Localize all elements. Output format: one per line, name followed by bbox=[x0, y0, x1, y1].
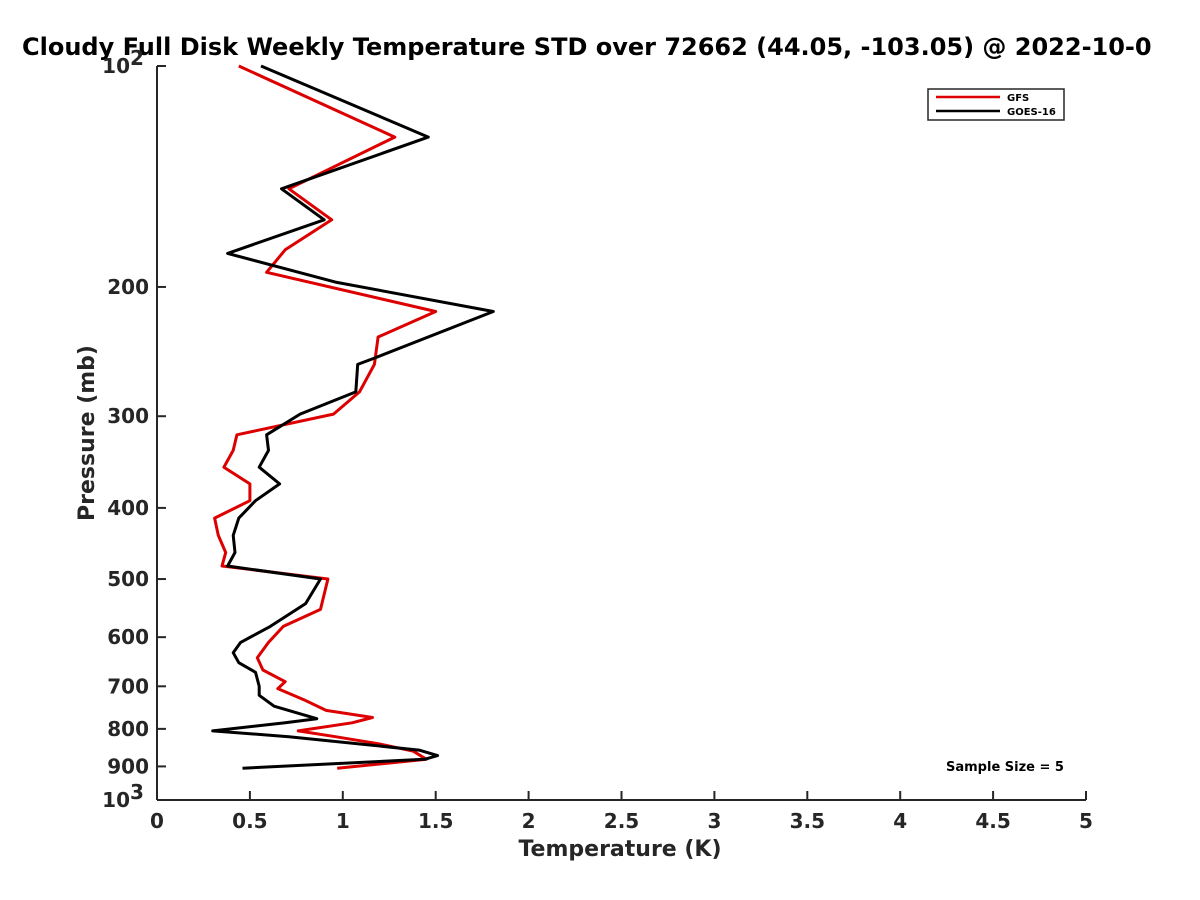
x-tick-label: 3.5 bbox=[790, 809, 825, 833]
x-tick-label: 1 bbox=[336, 809, 350, 833]
x-tick-label: 0.5 bbox=[232, 809, 267, 833]
series-line-goes16 bbox=[211, 64, 495, 770]
x-axis-label: Temperature (K) bbox=[518, 837, 721, 862]
y-tick-label: 10 bbox=[102, 788, 130, 812]
x-tick-label: 2.5 bbox=[604, 809, 639, 833]
y-tick-exponent: 2 bbox=[130, 46, 144, 70]
y-tick-label: 900 bbox=[107, 754, 149, 778]
plot-area: 0 0.5 1 1.5 2 2.5 3 3.5 4 4.5 5 10 2200300400500600… bbox=[102, 46, 1093, 833]
legend-label-gfs: GFS bbox=[1007, 93, 1029, 104]
y-tick-label: 600 bbox=[107, 625, 149, 649]
x-tick-label: 1.5 bbox=[418, 809, 453, 833]
y-tick-exponent: 3 bbox=[130, 780, 144, 804]
y-tick-label: 10 bbox=[102, 54, 130, 78]
legend-box bbox=[927, 88, 1065, 121]
y-tick-label: 200 bbox=[107, 275, 149, 299]
sample-size-annotation: Sample Size = 5 bbox=[946, 760, 1064, 775]
y-tick-label: 500 bbox=[107, 567, 149, 591]
legend-label-goes16: GOES-16 bbox=[1007, 107, 1056, 118]
series-lines bbox=[211, 64, 495, 770]
series-line-gfs bbox=[213, 64, 438, 770]
x-tick-label: 0 bbox=[150, 809, 164, 833]
x-tick-label: 4 bbox=[893, 809, 907, 833]
x-tick-label: 5 bbox=[1079, 809, 1093, 833]
y-axis-label: Pressure (mb) bbox=[75, 345, 100, 521]
y-tick-label: 400 bbox=[107, 496, 149, 520]
x-tick-label: 4.5 bbox=[975, 809, 1010, 833]
x-tick-label: 2 bbox=[522, 809, 536, 833]
chart-title: Cloudy Full Disk Weekly Temperature STD … bbox=[22, 33, 1152, 61]
y-tick-label: 800 bbox=[107, 717, 149, 741]
x-tick-label: 3 bbox=[707, 809, 721, 833]
x-ticks: 0 0.5 1 1.5 2 2.5 3 3.5 4 4.5 5 bbox=[150, 791, 1093, 833]
y-tick-label: 300 bbox=[107, 404, 149, 428]
y-tick-label: 700 bbox=[107, 674, 149, 698]
legend: GFS GOES-16 bbox=[927, 88, 1065, 121]
